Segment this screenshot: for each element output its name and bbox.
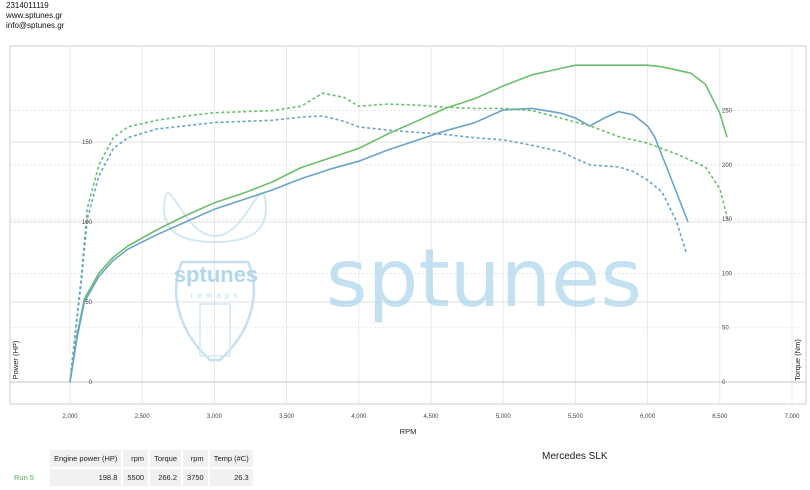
chart-series <box>69 64 730 383</box>
y-axis-right-label: Torque (Nm) <box>793 339 802 381</box>
torque-curve-green <box>69 92 730 383</box>
header-engine-power: Engine power (HP) <box>50 450 122 467</box>
watermark: sptunes remaps sptunes <box>163 192 642 362</box>
y-tick-right-label: 50 <box>722 326 729 332</box>
x-tick-label: 4,000 <box>351 414 367 420</box>
x-tick-label: 5,000 <box>496 414 512 420</box>
x-tick-label: 6,500 <box>712 414 728 420</box>
contact-email: info@sptunes.gr <box>6 21 65 30</box>
y-tick-right-label: 100 <box>722 271 733 277</box>
header-torque: Torque <box>150 450 181 467</box>
cell-engine-power: 198.8 <box>50 469 122 486</box>
y-tick-right-label: 200 <box>722 163 733 169</box>
chart-ticks: 2,000 2,500 3,000 3,500 4,000 4,500 5,000 5,500… <box>62 109 800 420</box>
x-tick-label: 3,500 <box>279 414 295 420</box>
x-tick-label: 2,000 <box>62 414 78 420</box>
y-tick-left-label: 50 <box>85 300 92 306</box>
y-tick-right-label: 150 <box>722 217 733 223</box>
x-tick-label: 7,000 <box>784 414 800 420</box>
watermark-badge-sub: remaps <box>191 291 242 300</box>
x-tick-label: 6,000 <box>640 414 656 420</box>
dyno-chart-svg: sptunes remaps sptunes 2,000 2,500 3,000 3,… <box>9 45 807 436</box>
vehicle-name: Mercedes SLK <box>542 451 608 462</box>
x-tick-label: 4,500 <box>423 414 439 420</box>
header-rpm-power: rpm <box>123 450 149 467</box>
cell-rpm-torque: 3750 <box>183 469 208 486</box>
header-rpm-torque: rpm <box>183 450 208 467</box>
x-tick-label: 2,500 <box>135 414 151 420</box>
dyno-chart: sptunes remaps sptunes 2,000 2,500 3,000 3,… <box>0 38 810 446</box>
results-row[interactable]: Run 5 198.8 5500 266.2 3750 26.3 <box>10 469 253 486</box>
contact-website: www.sptunes.gr <box>6 11 63 20</box>
watermark-badge-text: sptunes <box>174 262 258 287</box>
power-curve-green <box>69 64 728 383</box>
contact-block: 2314011119 www.sptunes.gr info@sptunes.g… <box>6 1 64 31</box>
contact-phone: 2314011119 <box>6 1 49 10</box>
y-tick-right-label: 250 <box>722 109 733 115</box>
cell-temp: 26.3 <box>209 469 253 486</box>
cell-rpm-power: 5500 <box>123 469 149 486</box>
header-temp: Temp (#C) <box>209 450 253 467</box>
x-tick-label: 3,000 <box>207 414 223 420</box>
results-header-row: Engine power (HP) rpm Torque rpm Temp (#… <box>10 450 253 467</box>
run-label[interactable]: Run 5 <box>10 469 48 486</box>
y-axis-left-label: Power (HP) <box>11 340 20 379</box>
watermark-text: sptunes <box>326 232 642 325</box>
results-table: Engine power (HP) rpm Torque rpm Temp (#… <box>8 448 255 488</box>
y-tick-left-label: 100 <box>82 220 93 226</box>
watermark-badge: sptunes remaps <box>163 192 267 362</box>
x-axis-label: RPM <box>400 427 417 436</box>
plot-frame <box>9 45 807 405</box>
torque-curve-blue <box>69 115 688 383</box>
y-tick-left-label: 0 <box>89 380 93 386</box>
x-tick-label: 5,500 <box>568 414 584 420</box>
chart-grid <box>9 45 807 405</box>
y-tick-right-label: 0 <box>722 380 726 386</box>
y-tick-left-label: 150 <box>82 140 93 146</box>
power-curve-blue <box>69 107 689 383</box>
cell-torque: 266.2 <box>150 469 181 486</box>
